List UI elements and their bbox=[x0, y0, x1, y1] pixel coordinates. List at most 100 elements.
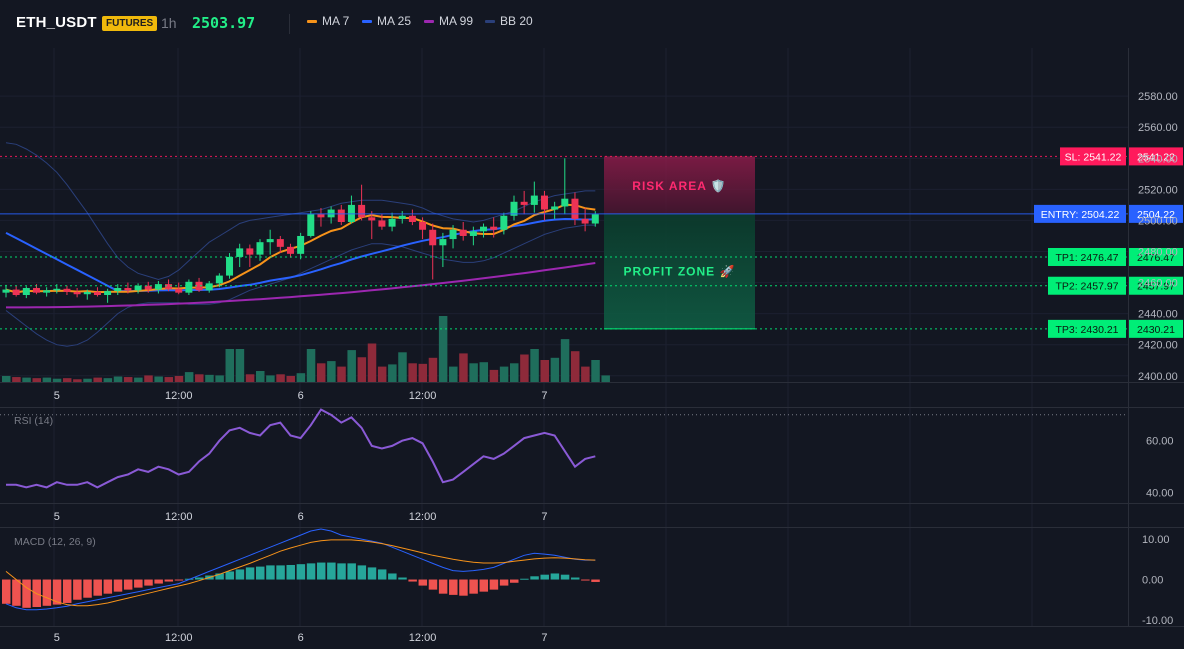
volume-bar bbox=[601, 375, 610, 382]
macd-histogram-bar bbox=[398, 577, 407, 580]
candle-body bbox=[286, 246, 294, 254]
price-tick-label: 2540.00 bbox=[1138, 153, 1178, 165]
candle-body bbox=[165, 284, 173, 289]
rsi-time-tick-label: 12:00 bbox=[409, 511, 437, 523]
price-tick-label: 2520.00 bbox=[1138, 184, 1178, 196]
volume-bar bbox=[83, 378, 92, 382]
volume-bar bbox=[408, 363, 417, 382]
rsi-pane: RSI (14) 60.00 40.00 bbox=[0, 408, 1174, 500]
candle-body bbox=[22, 288, 30, 296]
macd-histogram-bar bbox=[174, 579, 184, 581]
macd-histogram-bar bbox=[83, 579, 92, 598]
volume-bar bbox=[225, 349, 235, 382]
volume-bar bbox=[418, 363, 428, 382]
candle-body bbox=[459, 229, 467, 236]
axis-tag-sl bbox=[1129, 147, 1183, 166]
volume-bar bbox=[286, 375, 295, 382]
candle-body bbox=[571, 198, 579, 219]
candle-body bbox=[144, 285, 152, 290]
futures-badge: FUTURES bbox=[102, 16, 158, 31]
price-tick-label: 2580.00 bbox=[1138, 91, 1178, 103]
risk-area-zone bbox=[604, 156, 755, 214]
volume-bar bbox=[540, 360, 549, 382]
axis-tag-text-entry: 2504.22 bbox=[1137, 209, 1175, 221]
axis-tag-text-tp3: 2430.21 bbox=[1137, 324, 1175, 336]
price-tick-label: 2400.00 bbox=[1138, 371, 1178, 383]
time-tick-label: 12:00 bbox=[165, 390, 193, 402]
candle-body bbox=[510, 201, 518, 216]
candle-body bbox=[368, 217, 376, 221]
macd-line bbox=[5, 528, 596, 611]
candle-body bbox=[358, 204, 366, 218]
rsi-time-tick-label: 5 bbox=[54, 511, 60, 523]
macd-histogram-bar bbox=[134, 579, 143, 588]
candle-body bbox=[469, 231, 477, 236]
volume-bar bbox=[357, 357, 367, 382]
interval-selector[interactable]: 1h bbox=[161, 15, 177, 31]
volume-bar bbox=[438, 316, 448, 382]
legend-bb20[interactable]: BB 20 bbox=[485, 14, 533, 28]
legend-ma7[interactable]: MA 7 bbox=[307, 14, 349, 28]
last-price: 2503.97 bbox=[192, 14, 256, 32]
legend-ma7-swatch bbox=[307, 20, 317, 24]
macd-histogram-bar bbox=[2, 579, 11, 604]
macd-histogram-bar bbox=[560, 574, 570, 580]
macd-histogram-bar bbox=[337, 563, 346, 580]
macd-time-tick-label: 6 bbox=[298, 632, 304, 644]
macd-histogram-bar bbox=[144, 579, 153, 586]
volume-bar bbox=[591, 360, 600, 382]
volume-bar bbox=[367, 343, 377, 382]
macd-histogram-bar bbox=[195, 577, 204, 580]
candle-body bbox=[297, 235, 305, 254]
candle-body bbox=[378, 220, 386, 227]
macd-histogram-bar bbox=[12, 579, 21, 606]
time-tick-label: 12:00 bbox=[409, 390, 437, 402]
macd-time-tick-label: 12:00 bbox=[165, 632, 193, 644]
macd-histogram-bar bbox=[235, 569, 245, 580]
volume-bar bbox=[316, 363, 326, 382]
volume-bar bbox=[469, 363, 478, 382]
rsi-time-tick-label: 12:00 bbox=[165, 511, 193, 523]
volume-bar bbox=[306, 349, 316, 382]
volume-bar bbox=[205, 374, 214, 382]
volume-bar bbox=[570, 351, 580, 382]
macd-histogram-bar bbox=[540, 574, 549, 580]
macd-histogram-bar bbox=[103, 579, 113, 594]
volume-bar bbox=[235, 349, 245, 382]
macd-histogram-bar bbox=[438, 579, 448, 594]
macd-time-tick-label: 12:00 bbox=[409, 632, 437, 644]
price-tick-label: 2500.00 bbox=[1138, 215, 1178, 227]
candle-body bbox=[581, 218, 589, 224]
legend-bb20-label: BB 20 bbox=[500, 14, 533, 28]
macd-histogram-bar bbox=[22, 579, 31, 608]
volume-bar bbox=[347, 350, 356, 382]
legend-ma99[interactable]: MA 99 bbox=[424, 14, 473, 28]
volume-bar bbox=[164, 377, 174, 382]
axis-tag-text-tp1: 2476.47 bbox=[1137, 252, 1175, 264]
macd-histogram-bar bbox=[266, 565, 275, 580]
symbol-name[interactable]: ETH_USDT bbox=[16, 14, 97, 31]
legend-ma25-label: MA 25 bbox=[377, 14, 412, 28]
volume-bar bbox=[337, 366, 346, 382]
volume-bar bbox=[459, 353, 468, 382]
candle-body bbox=[551, 206, 559, 210]
macd-histogram-bar bbox=[418, 579, 428, 586]
volume-bar bbox=[184, 372, 194, 382]
profit-zone bbox=[604, 213, 755, 329]
legend-ma25[interactable]: MA 25 bbox=[362, 14, 411, 28]
candle-body bbox=[226, 256, 234, 276]
legend-ma99-label: MA 99 bbox=[439, 14, 474, 28]
rsi-time-tick-label: 7 bbox=[541, 511, 547, 523]
macd-histogram-bar bbox=[42, 579, 52, 606]
macd-histogram-bar bbox=[377, 569, 387, 580]
volume-bar bbox=[154, 376, 163, 382]
volume-bar bbox=[266, 375, 275, 382]
candle-body bbox=[398, 215, 406, 219]
volume-bar bbox=[499, 366, 509, 382]
price-tick-label: 2420.00 bbox=[1138, 340, 1178, 352]
macd-histogram-bar bbox=[306, 563, 316, 580]
volume-bar bbox=[256, 371, 265, 382]
volume-bar bbox=[42, 377, 52, 382]
level-tag-text-entry: ENTRY: 2504.22 bbox=[1041, 209, 1120, 221]
